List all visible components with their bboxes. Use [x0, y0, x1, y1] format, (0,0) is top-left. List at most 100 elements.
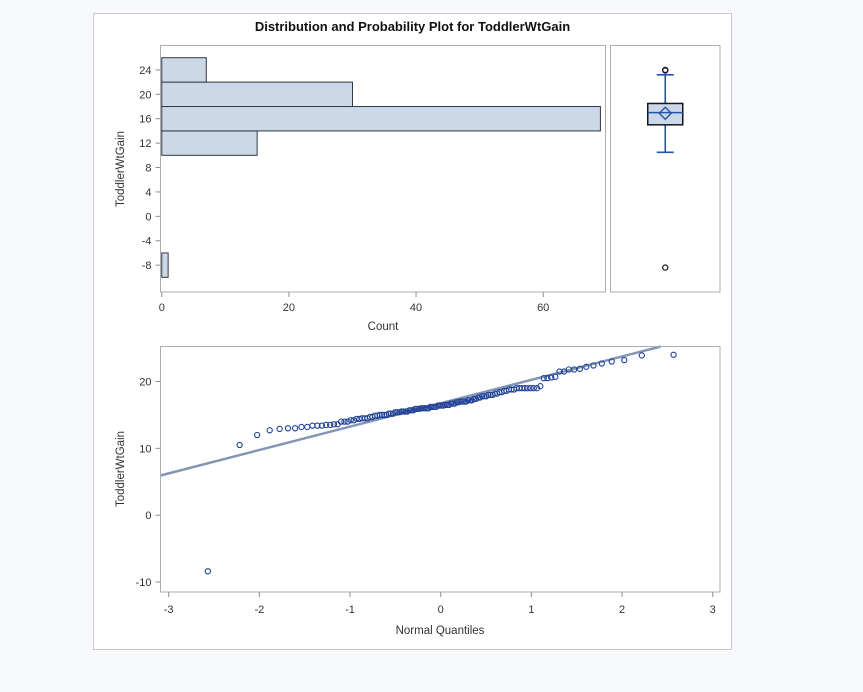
histogram-y-axis-title: ToddlerWtGain: [115, 131, 127, 207]
histogram-bar: [161, 252, 169, 278]
qq-point: [344, 418, 351, 425]
qq-point: [548, 374, 555, 381]
x-tick-label: -3: [164, 604, 174, 616]
x-tick-label: 0: [159, 302, 165, 314]
qq-point: [314, 422, 321, 429]
qq-point: [583, 363, 590, 370]
qq-point: [204, 568, 211, 575]
box-plot: [610, 45, 721, 293]
qq-point: [590, 362, 597, 369]
qq-point: [376, 411, 383, 419]
qq-point: [576, 365, 584, 372]
qq-point: [540, 375, 547, 382]
qq-point: [431, 403, 438, 411]
qq-point: [470, 395, 478, 403]
histogram-frame: [160, 45, 606, 293]
qq-point: [527, 385, 534, 392]
qqplot-frame: [160, 346, 721, 593]
qq-point: [608, 358, 615, 365]
qq-point: [394, 409, 401, 416]
x-tick-label: 0: [438, 604, 444, 616]
qq-point: [485, 391, 492, 399]
qq-point: [414, 405, 421, 413]
x-tick-label: -1: [345, 604, 355, 616]
qq-point: [544, 375, 551, 382]
histogram-bar: [161, 130, 258, 156]
qq-point: [408, 407, 415, 414]
y-tick-label: 24: [139, 65, 151, 77]
qq-point: [571, 366, 578, 373]
qq-point: [429, 403, 436, 411]
qq-point: [453, 399, 460, 406]
qq-point: [400, 408, 407, 415]
qq-point: [447, 400, 455, 407]
qq-point: [521, 385, 528, 392]
histogram-bar: [161, 106, 601, 132]
qq-point: [337, 418, 345, 425]
outlier-marker: [662, 66, 669, 74]
y-tick-label: -8: [142, 260, 152, 272]
mean-diamond-marker: [658, 106, 673, 121]
qq-point: [236, 441, 243, 449]
qq-point: [478, 393, 486, 400]
qq-point: [385, 410, 392, 417]
qq-point: [318, 422, 326, 429]
x-tick-label: 1: [528, 604, 534, 616]
histogram-bar: [161, 57, 207, 83]
qq-point: [556, 368, 563, 375]
x-tick-label: 3: [710, 604, 716, 616]
qq-point: [480, 393, 488, 400]
qq-point: [457, 398, 464, 405]
qq-x-axis-title: Normal Quantiles: [396, 625, 485, 637]
x-tick-label: 40: [410, 302, 422, 314]
y-tick-label: -10: [136, 577, 152, 589]
iqr-box: [647, 102, 684, 126]
y-tick-label: 8: [145, 163, 151, 175]
qq-point: [402, 408, 409, 415]
qq-point: [530, 385, 537, 392]
qq-point: [284, 425, 292, 432]
qq-point: [341, 418, 348, 425]
histogram-bar: [161, 81, 353, 108]
x-tick-label: 2: [619, 604, 625, 616]
qq-point: [347, 417, 354, 424]
outlier-marker: [662, 264, 669, 271]
qq-point: [621, 356, 628, 364]
y-tick-label: 0: [145, 211, 151, 223]
x-tick-label: 60: [537, 302, 549, 314]
qq-point: [378, 411, 386, 419]
qq-point: [474, 394, 482, 401]
y-tick-label: 16: [139, 114, 151, 126]
histogram-x-axis-title: Count: [368, 321, 399, 333]
qq-point: [266, 427, 273, 434]
qq-point: [304, 423, 311, 431]
qq-point: [291, 425, 299, 432]
y-tick-label: 20: [139, 377, 151, 389]
y-tick-label: 0: [145, 510, 151, 522]
y-tick-label: 20: [139, 89, 151, 101]
qq-point: [406, 407, 413, 414]
qq-point: [552, 373, 559, 380]
qq-point: [330, 421, 338, 428]
qq-point: [421, 405, 428, 412]
qq-point: [461, 398, 468, 405]
qq-y-axis-title: ToddlerWtGain: [115, 431, 127, 507]
qq-point: [423, 405, 430, 412]
qq-point: [449, 400, 456, 407]
boxplot-frame: [610, 45, 721, 293]
x-tick-label: -2: [254, 604, 264, 616]
y-tick-label: -4: [142, 236, 152, 248]
qq-point: [350, 417, 357, 424]
x-tick-label: 20: [283, 302, 295, 314]
qq-point: [524, 385, 531, 392]
qq-point: [323, 421, 330, 429]
qq-point: [638, 352, 645, 359]
qq-point: [459, 398, 466, 405]
qq-point: [412, 405, 419, 413]
qq-point: [298, 423, 305, 431]
qq-point: [398, 408, 405, 415]
